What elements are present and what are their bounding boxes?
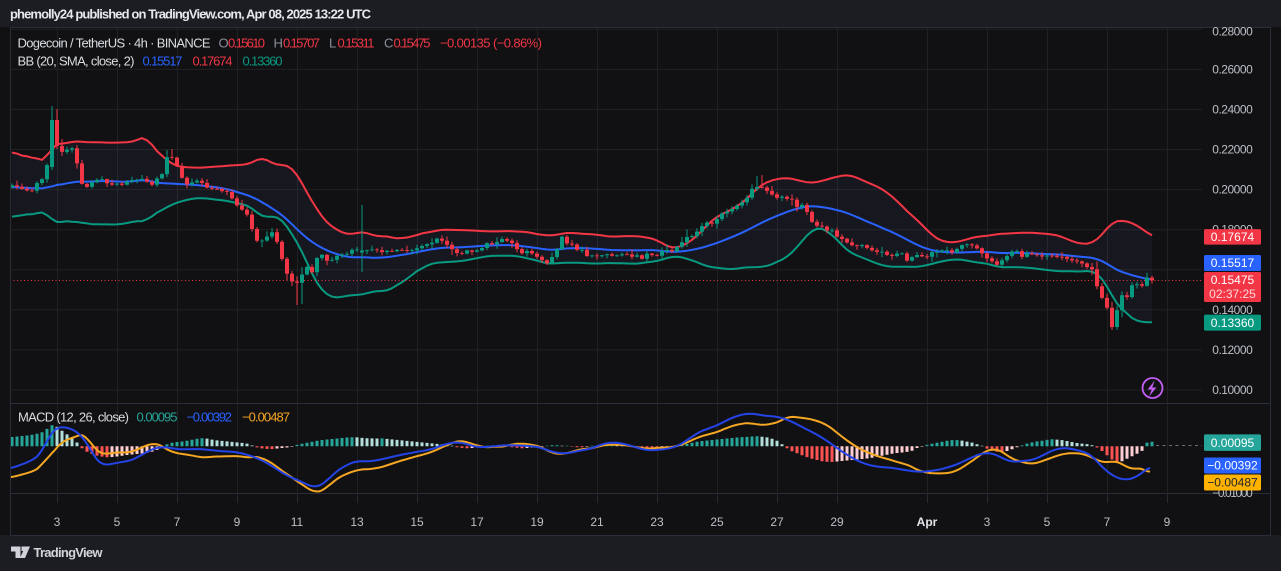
svg-text:0.15517: 0.15517 — [143, 54, 183, 69]
svg-text:0.12000: 0.12000 — [1212, 343, 1253, 357]
svg-text:phemolly24 published on Tradin: phemolly24 published on TradingView.com,… — [10, 7, 372, 22]
svg-text:17: 17 — [470, 515, 484, 529]
svg-text:Apr: Apr — [917, 515, 938, 529]
svg-text:−0.00487: −0.00487 — [1207, 476, 1258, 490]
svg-text:29: 29 — [830, 515, 844, 529]
svg-text:−0.00392: −0.00392 — [187, 410, 233, 425]
svg-text:0.10000: 0.10000 — [1212, 383, 1253, 397]
svg-text:15: 15 — [410, 515, 424, 529]
svg-text:TradingView: TradingView — [34, 545, 104, 560]
svg-text:−0.00487: −0.00487 — [242, 410, 290, 425]
svg-text:27: 27 — [770, 515, 784, 529]
svg-text:11: 11 — [291, 515, 304, 529]
svg-text:19: 19 — [530, 515, 544, 529]
svg-text:02:37:25: 02:37:25 — [1209, 287, 1256, 301]
svg-text:0.15707: 0.15707 — [283, 36, 320, 51]
svg-text:0.13360: 0.13360 — [1211, 316, 1255, 330]
svg-text:L: L — [329, 36, 336, 51]
svg-text:BB (20, SMA, close, 2): BB (20, SMA, close, 2) — [18, 54, 135, 69]
svg-text:0.24000: 0.24000 — [1212, 102, 1253, 116]
svg-text:0.15517: 0.15517 — [1211, 256, 1255, 270]
svg-text:C: C — [384, 36, 393, 51]
svg-text:O: O — [219, 36, 229, 51]
svg-text:9: 9 — [234, 515, 241, 529]
svg-text:−0.00392: −0.00392 — [1207, 459, 1258, 473]
svg-text:0.13360: 0.13360 — [243, 54, 283, 69]
svg-text:−0.00135 (−0.86%): −0.00135 (−0.86%) — [440, 36, 542, 51]
svg-text:5: 5 — [1044, 515, 1051, 529]
svg-text:0.15311: 0.15311 — [338, 36, 375, 51]
svg-text:MACD (12, 26, close): MACD (12, 26, close) — [18, 410, 129, 425]
svg-text:0.26000: 0.26000 — [1212, 62, 1253, 76]
svg-text:3: 3 — [54, 515, 61, 529]
svg-text:7: 7 — [1104, 515, 1111, 529]
svg-text:0.15475: 0.15475 — [394, 36, 431, 51]
svg-text:0.15610: 0.15610 — [228, 36, 265, 51]
svg-text:25: 25 — [710, 515, 724, 529]
svg-text:0.20000: 0.20000 — [1212, 183, 1253, 197]
svg-text:3: 3 — [984, 515, 991, 529]
svg-text:5: 5 — [114, 515, 121, 529]
svg-text:0.00095: 0.00095 — [137, 410, 178, 425]
svg-text:0.14000: 0.14000 — [1212, 303, 1253, 317]
svg-text:9: 9 — [1164, 515, 1171, 529]
svg-text:0.00095: 0.00095 — [1211, 436, 1255, 450]
svg-text:0.22000: 0.22000 — [1212, 143, 1253, 157]
svg-text:0.15475: 0.15475 — [1211, 273, 1255, 287]
svg-text:13: 13 — [350, 515, 364, 529]
svg-text:H: H — [274, 36, 283, 51]
svg-text:Dogecoin / TetherUS · 4h · BIN: Dogecoin / TetherUS · 4h · BINANCE — [18, 36, 211, 51]
svg-text:21: 21 — [590, 515, 604, 529]
svg-text:7: 7 — [174, 515, 181, 529]
svg-text:23: 23 — [650, 515, 664, 529]
svg-text:0.28000: 0.28000 — [1212, 25, 1253, 39]
svg-text:0.17674: 0.17674 — [1211, 230, 1255, 244]
svg-text:0.17674: 0.17674 — [193, 54, 233, 69]
